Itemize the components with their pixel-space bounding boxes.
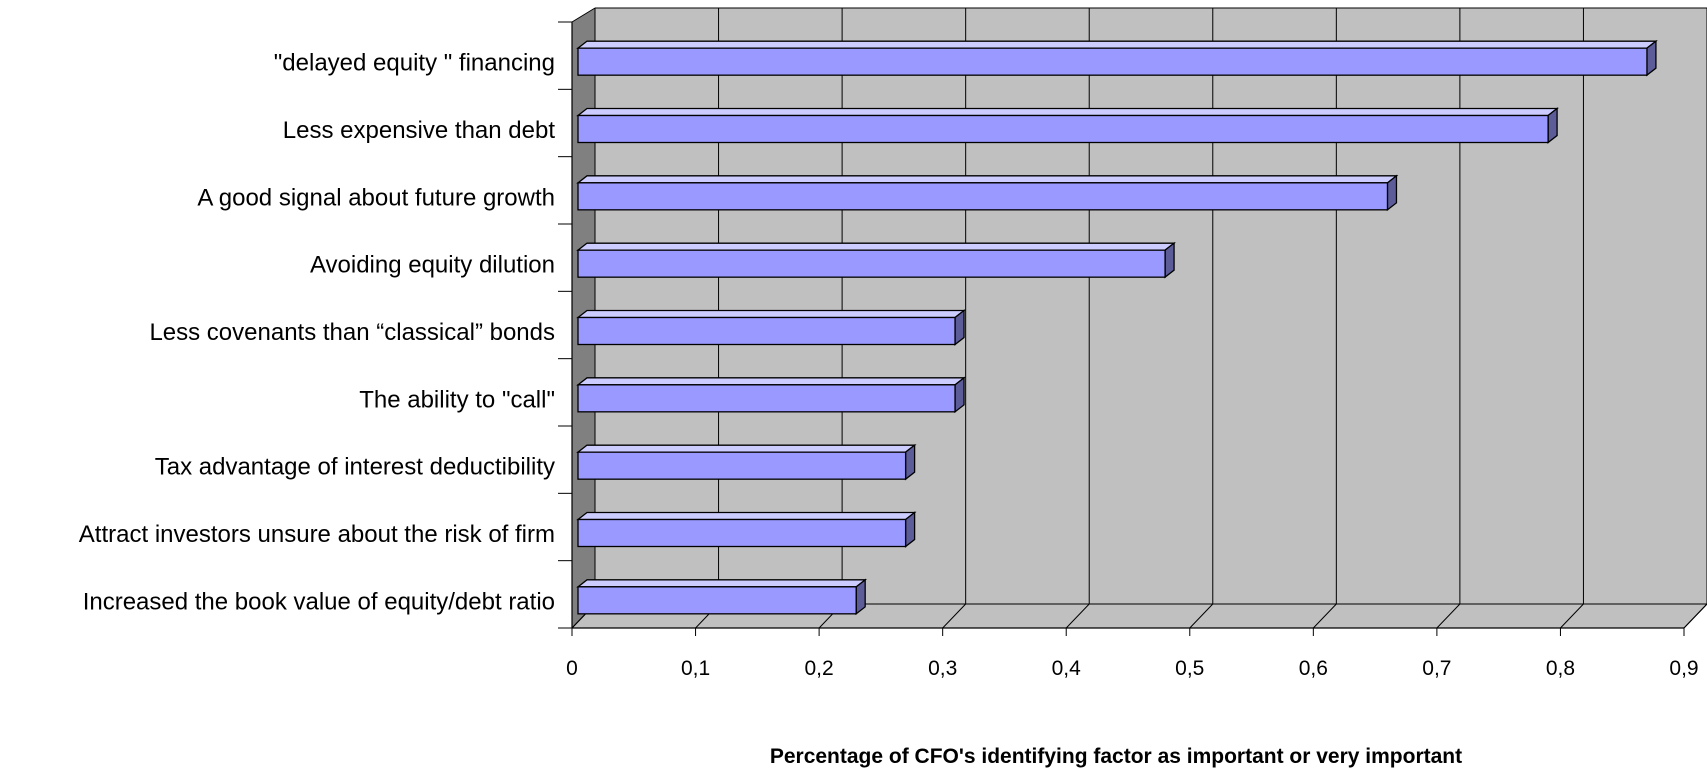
category-label: Less expensive than debt <box>283 117 556 144</box>
bar <box>576 241 1176 279</box>
category-label: "delayed equity " financing <box>274 50 555 77</box>
bar-front <box>577 586 857 615</box>
bar <box>576 578 868 616</box>
bar-front <box>577 182 1389 211</box>
bars <box>576 39 1658 616</box>
floor-gridline <box>1683 603 1707 629</box>
floor-gridline <box>1436 603 1461 629</box>
category-label: Increased the book value of equity/debt … <box>83 588 555 615</box>
bar <box>576 443 917 481</box>
x-tick-label: 0,2 <box>805 657 834 680</box>
bar <box>576 39 1658 77</box>
bar-top <box>576 377 966 386</box>
bar-front <box>577 384 956 413</box>
category-label: Tax advantage of interest deductibility <box>155 454 555 481</box>
floor-gridline <box>942 603 967 629</box>
bar <box>576 107 1559 144</box>
category-labels: "delayed equity " financing Less expensiv… <box>79 50 556 616</box>
x-tick-label: 0 <box>566 657 578 680</box>
gridlines <box>571 7 1707 629</box>
bar-front <box>577 249 1166 278</box>
category-label: A good signal about future growth <box>197 184 555 211</box>
bar-front <box>577 518 907 548</box>
x-tick-label: 0,1 <box>681 657 710 680</box>
bar-front <box>577 316 956 346</box>
category-label: The ability to "call" <box>359 386 555 413</box>
bar-top <box>576 175 1399 184</box>
bar-top <box>576 242 1176 251</box>
floor-gridline <box>1560 603 1584 629</box>
category-label: Avoiding equity dilution <box>310 252 555 279</box>
bar-top <box>576 444 917 453</box>
x-axis-title: Percentage of CFO's identifying factor a… <box>770 745 1462 768</box>
x-tick-label: 0,9 <box>1669 657 1698 680</box>
x-tick-label: 0,4 <box>1052 657 1082 680</box>
x-tick-label: 0,7 <box>1422 657 1451 680</box>
bar-top <box>576 579 868 588</box>
x-tick-label: 0,6 <box>1299 657 1328 680</box>
bar-top <box>576 511 917 521</box>
floor-gridline <box>1065 603 1090 629</box>
category-label: Less covenants than “classical” bonds <box>149 319 555 346</box>
bar <box>576 174 1399 212</box>
x-tick-label: 0,3 <box>928 657 957 680</box>
bar-front <box>577 451 907 480</box>
bar-top <box>576 40 1658 49</box>
side-top-edge <box>571 7 596 23</box>
floor-gridline <box>1189 603 1214 629</box>
x-tick-label: 0,8 <box>1546 657 1575 680</box>
bar <box>576 511 917 548</box>
bar-front <box>577 47 1648 76</box>
bar-front <box>577 114 1549 144</box>
bar <box>576 309 966 346</box>
bar-top <box>576 309 966 319</box>
bar-top <box>576 107 1559 117</box>
x-tick-label: 0,5 <box>1175 657 1204 680</box>
bar <box>576 376 966 414</box>
axes <box>558 7 1685 636</box>
category-label: Attract investors unsure about the risk … <box>79 521 555 548</box>
x-tick-labels: 0 0,1 0,2 0,3 0,4 0,5 0,6 0,7 0,8 0,9 <box>566 657 1698 680</box>
floor-gridline <box>1312 603 1337 629</box>
